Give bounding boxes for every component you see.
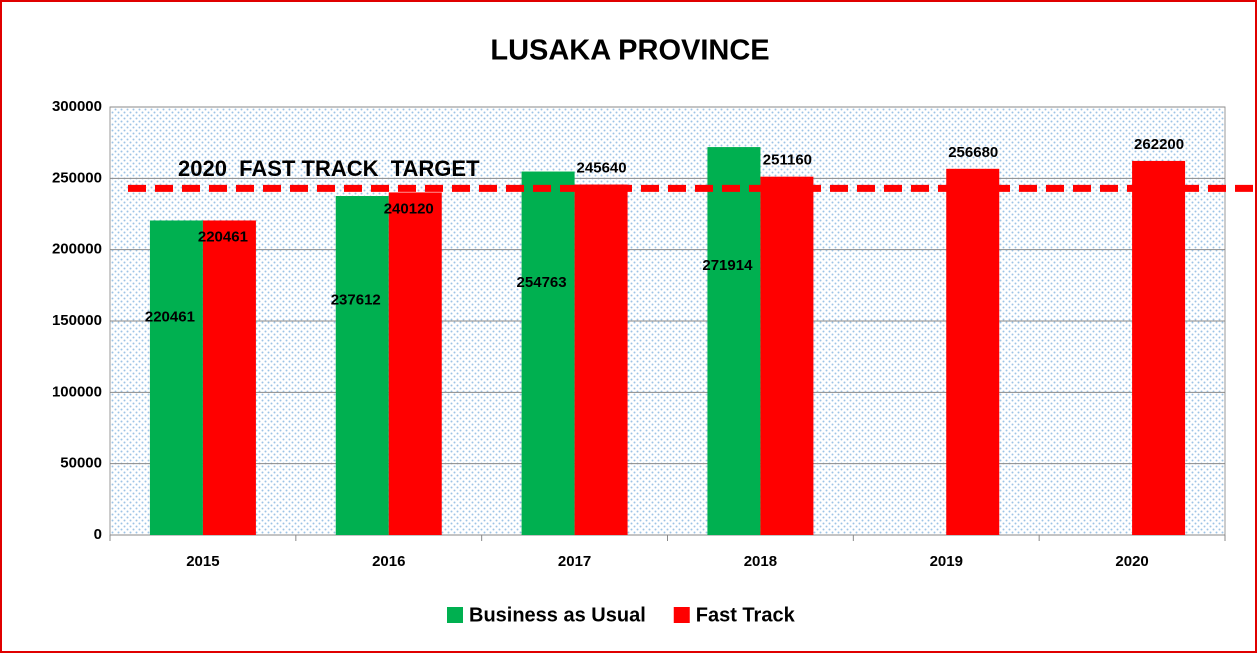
bar	[521, 171, 575, 535]
x-tick-label: 2015	[186, 553, 219, 570]
legend-label: Business as Usual	[469, 604, 646, 626]
bar	[574, 184, 628, 536]
bar	[1132, 160, 1186, 536]
x-tick-label: 2018	[744, 553, 777, 570]
data-label: 240120	[384, 200, 434, 217]
y-tick-label: 100000	[52, 383, 102, 400]
legend-label: Fast Track	[696, 604, 796, 626]
y-tick-label: 0	[94, 526, 102, 543]
data-label: 251160	[763, 152, 812, 169]
target-label: 2020 FAST TRACK TARGET	[178, 156, 480, 181]
chart-title: LUSAKA PROVINCE	[490, 35, 769, 67]
x-tick-label: 2017	[558, 553, 591, 570]
x-tick-label: 2020	[1115, 553, 1148, 570]
x-tick-label: 2019	[930, 553, 963, 570]
bar	[202, 220, 256, 535]
bar	[760, 176, 814, 535]
y-tick-label: 250000	[52, 169, 102, 186]
legend-swatch	[673, 607, 690, 623]
legend-swatch	[447, 607, 463, 623]
bar	[946, 168, 1000, 535]
y-tick-label: 200000	[52, 241, 102, 258]
bar	[335, 196, 389, 535]
y-tick-label: 300000	[52, 98, 102, 115]
y-tick-label: 150000	[52, 312, 102, 329]
y-tick-label: 50000	[60, 455, 102, 472]
data-label: 271914	[702, 257, 753, 274]
data-label: 237612	[331, 291, 381, 308]
data-label: 254763	[517, 274, 567, 291]
bar	[707, 147, 761, 535]
bar	[149, 220, 203, 535]
data-label: 220461	[198, 228, 248, 245]
data-label: 245640	[577, 160, 627, 177]
x-tick-label: 2016	[372, 553, 405, 570]
data-label: 262200	[1134, 136, 1184, 153]
data-label: 220461	[145, 309, 195, 326]
bar	[388, 192, 442, 535]
data-label: 256680	[948, 144, 998, 161]
